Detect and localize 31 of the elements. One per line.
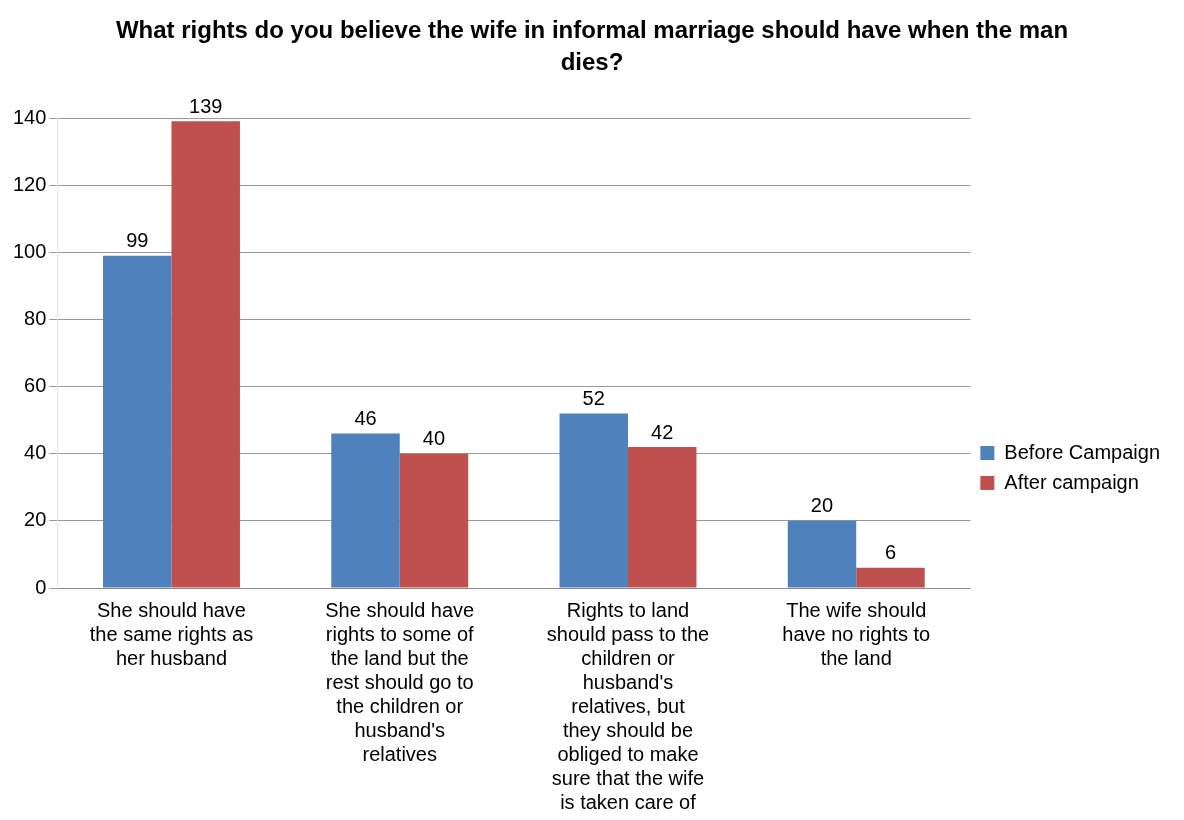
y-tick-label: 40 bbox=[24, 441, 47, 464]
data-label: 40 bbox=[422, 427, 446, 450]
legend-label: After campaign bbox=[1004, 470, 1139, 493]
y-tick-label: 100 bbox=[12, 239, 47, 262]
bar bbox=[856, 567, 925, 588]
x-tick-label: The wife should have no rights to the land bbox=[782, 598, 931, 669]
x-tick-label: She should have the same rights as her husband bbox=[89, 598, 254, 669]
legend-label: Before Campaign bbox=[1004, 440, 1161, 463]
data-label: 46 bbox=[354, 407, 377, 430]
data-label: 6 bbox=[884, 541, 897, 564]
y-tick-label: 20 bbox=[24, 508, 47, 531]
bar bbox=[171, 121, 240, 588]
data-label: 52 bbox=[582, 386, 605, 409]
data-label: 20 bbox=[810, 494, 834, 517]
bar bbox=[559, 413, 628, 588]
data-label: 139 bbox=[189, 94, 223, 117]
bar bbox=[331, 433, 400, 588]
data-label: 42 bbox=[651, 420, 674, 443]
y-tick-label: 0 bbox=[35, 575, 47, 598]
y-tick-label: 80 bbox=[24, 306, 47, 329]
chart-title: What rights do you believe the wife in informal marriage should have when the man dies? bbox=[114, 15, 1070, 77]
y-tick-label: 120 bbox=[12, 172, 47, 195]
y-tick-label: 140 bbox=[12, 105, 47, 128]
bar bbox=[103, 255, 172, 588]
bar bbox=[399, 453, 469, 588]
y-tick-label: 60 bbox=[24, 374, 47, 397]
bar bbox=[787, 520, 857, 588]
bar bbox=[627, 447, 697, 588]
category-label: Rights to land should pass to the children or husband's relatives, but they should be obliged to make sure that the wife is taken care of bbox=[546, 598, 710, 813]
data-label: 99 bbox=[126, 229, 149, 252]
x-tick-label: She should have rights to some of the land but the rest should go to the children or husband's relatives bbox=[325, 598, 475, 765]
